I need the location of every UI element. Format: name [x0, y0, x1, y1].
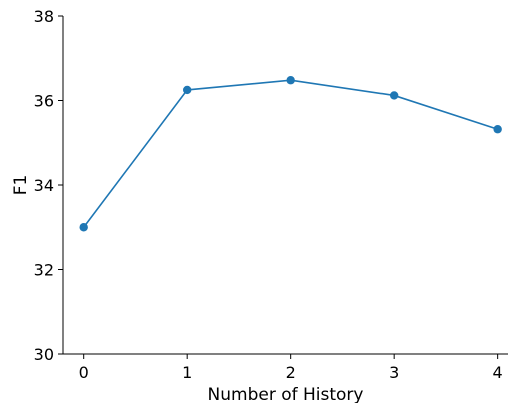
series-layer [79, 76, 502, 232]
x-tick-label: 4 [493, 363, 503, 382]
y-axis-label: F1 [11, 175, 31, 196]
y-tick-label: 36 [34, 92, 54, 111]
series-line [83, 79, 498, 228]
y-tick-label: 34 [34, 176, 54, 195]
x-axis-label: Number of History [208, 385, 364, 403]
y-tick-label: 38 [34, 7, 54, 26]
data-point [389, 91, 399, 100]
data-point [79, 223, 88, 232]
axes [62, 16, 508, 355]
data-point [286, 76, 295, 85]
y-ticks: 30 32 34 36 38 [34, 7, 63, 364]
y-tick-label: 32 [34, 261, 54, 280]
x-tick-label: 1 [182, 363, 192, 382]
x-tick-label: 2 [286, 363, 296, 382]
x-tick-label: 0 [79, 363, 89, 382]
x-ticks: 0 1 2 3 4 [79, 354, 503, 382]
data-point [493, 125, 502, 134]
y-tick-label: 30 [34, 345, 54, 364]
x-tick-label: 3 [389, 363, 399, 382]
data-point [182, 85, 192, 95]
